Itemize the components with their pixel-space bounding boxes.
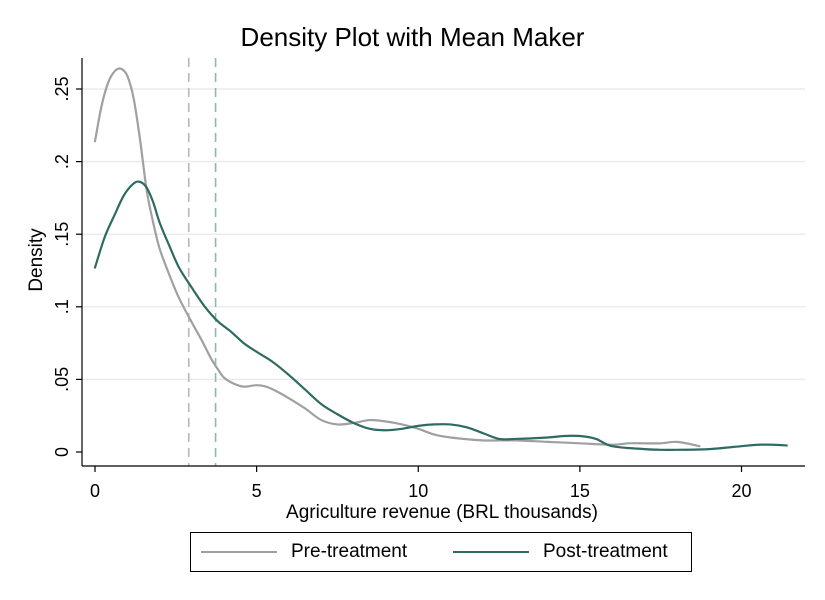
- y-axis-title: Density: [26, 228, 47, 292]
- x-tick-label-0: 0: [90, 481, 100, 501]
- series-line-pre-treatment: [93, 67, 701, 448]
- y-tick-label-3: .15: [52, 222, 72, 247]
- legend-label-pre-treatment: Pre-treatment: [291, 541, 408, 562]
- legend-swatch-pre-treatment: [201, 551, 277, 553]
- series-layer: [93, 67, 788, 452]
- y-tick-label-4: .2: [52, 154, 72, 169]
- legend-swatch-post-treatment: [453, 551, 529, 553]
- grid-layer: [82, 88, 805, 381]
- x-tick-label-2: 10: [408, 481, 428, 501]
- y-tick-label-2: .1: [52, 299, 72, 314]
- series-line-post-treatment: [93, 180, 788, 452]
- legend-label-post-treatment: Post-treatment: [543, 541, 668, 562]
- x-tick-label-3: 15: [570, 481, 590, 501]
- legend-item-pre-treatment: Pre-treatment: [201, 533, 407, 571]
- chart-title: Density Plot with Mean Maker: [240, 22, 585, 52]
- mean-lines-layer: [187, 58, 217, 466]
- x-axis-title: Agriculture revenue (BRL thousands): [286, 502, 598, 523]
- x-tick-label-4: 20: [731, 481, 751, 501]
- y-tick-label-5: .25: [52, 76, 72, 101]
- legend: Pre-treatment Post-treatment: [190, 532, 692, 572]
- x-tick-label-1: 5: [252, 481, 262, 501]
- y-tick-label-1: .05: [52, 367, 72, 392]
- y-tick-label-0: 0: [52, 447, 72, 457]
- legend-item-post-treatment: Post-treatment: [453, 533, 668, 571]
- axis-layer: 0 .05 .1 .15 .2 .25 0 5 10 15 20: [52, 58, 805, 501]
